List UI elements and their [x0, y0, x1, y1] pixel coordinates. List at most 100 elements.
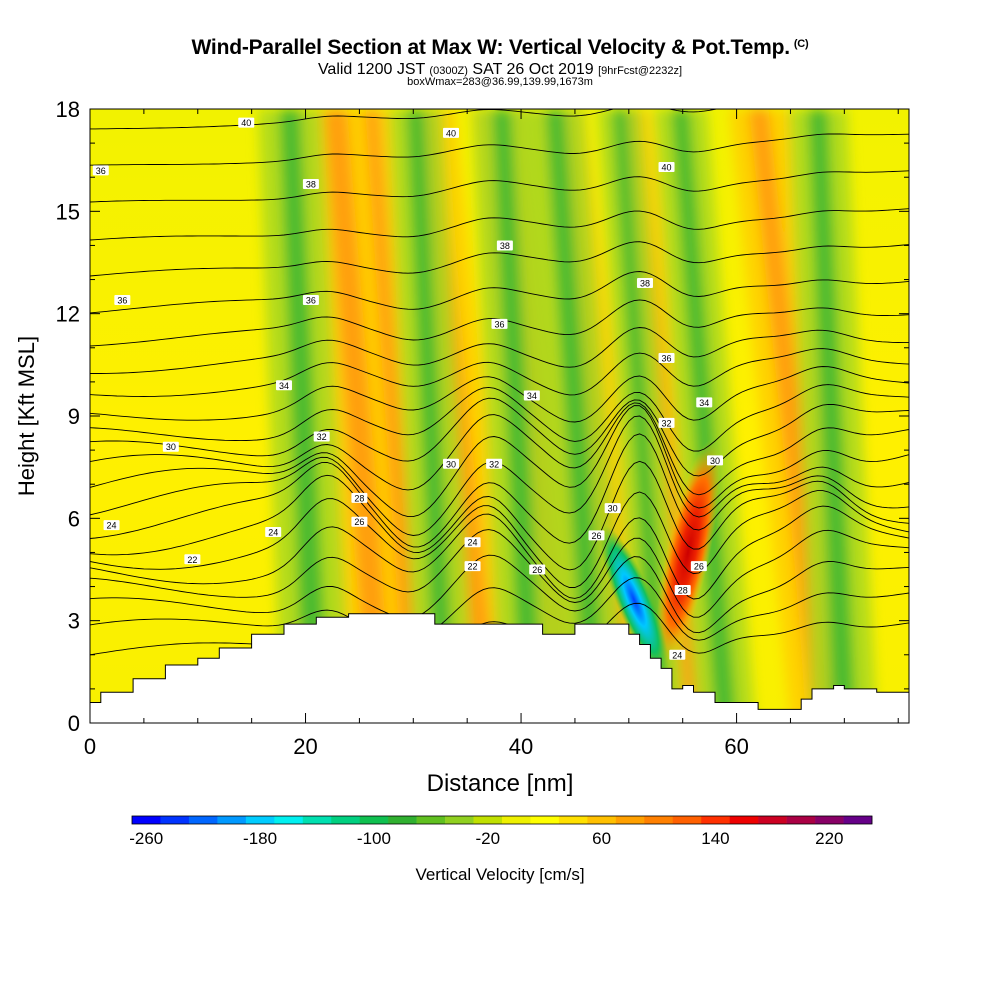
subtitle-forecast: [9hrFcst@2232z]	[598, 65, 683, 77]
contour-label-bg-4	[302, 179, 319, 190]
contour-label-bg-7	[114, 295, 131, 306]
colorbar-swatch	[644, 816, 674, 824]
updraft-band-1-core	[365, 109, 421, 723]
colorbar-swatch	[530, 816, 560, 824]
contour-label-bg-32	[669, 649, 686, 660]
x-axis-label: Distance [nm]	[427, 770, 574, 797]
contour-label-4: 38	[306, 180, 316, 190]
contour-label-15: 32	[662, 418, 672, 428]
contour-label-bg-21	[351, 492, 368, 503]
subtitle-valid: Valid 1200 JST	[317, 61, 425, 78]
colorbar-swatch	[160, 816, 190, 824]
colorbar-swatch	[473, 816, 503, 824]
colorbar-swatch	[615, 816, 645, 824]
colorbar-tick-label: -20	[475, 829, 500, 848]
x-tick-label: 60	[724, 734, 748, 759]
isentrope-7	[90, 433, 909, 548]
isentrope-9	[90, 405, 909, 518]
downdraft-band-3-core	[545, 109, 609, 723]
contour-label-bg-17	[162, 441, 179, 452]
y-tick-label: 9	[68, 404, 80, 429]
contour-label-bg-16	[486, 458, 503, 469]
contour-label-12: 34	[527, 391, 537, 401]
y-tick-label: 18	[56, 97, 80, 122]
contour-label-bg-2	[658, 161, 675, 172]
contour-label-bg-12	[523, 390, 540, 401]
contour-label-bg-11	[275, 380, 292, 391]
strong-downdraft-core	[599, 525, 669, 675]
contour-label-bg-24	[103, 520, 120, 531]
y-tick-label: 3	[68, 609, 80, 634]
colorbar-swatch	[786, 816, 816, 824]
colorbar-swatch	[416, 816, 446, 824]
contour-label-0: 40	[241, 118, 251, 128]
y-tick-label: 12	[56, 302, 80, 327]
colorbar-label: Vertical Velocity [cm/s]	[415, 865, 584, 884]
isentrope-15	[90, 327, 909, 374]
chart-title-mark: (C)	[793, 38, 809, 50]
contour-label-19: 30	[608, 504, 618, 514]
colorbar-tick-label: -260	[129, 829, 163, 848]
isentrope-14	[90, 348, 909, 397]
isentrope-19	[90, 208, 909, 241]
contour-label-18: 30	[446, 459, 456, 469]
contour-label-bg-20	[707, 455, 724, 466]
contour-label-bg-1	[443, 127, 460, 138]
contour-label-25: 24	[268, 527, 278, 537]
isentrope-6	[90, 460, 909, 571]
y-tick-label: 0	[68, 711, 80, 736]
contour-label-6: 38	[640, 278, 650, 288]
terrain	[90, 613, 909, 723]
contour-label-11: 34	[279, 381, 289, 391]
downdraft-band-1-core	[406, 109, 457, 723]
x-tick-label: 0	[84, 734, 96, 759]
colorbar-swatch	[217, 816, 247, 824]
x-tick-label: 20	[293, 734, 317, 759]
colorbar-swatch	[729, 816, 759, 824]
chart-title-text: Wind-Parallel Section at Max W: Vertical…	[191, 36, 791, 59]
contour-label-7: 36	[117, 296, 127, 306]
colorbar-swatch	[445, 816, 474, 824]
downdraft-band-5-core	[671, 109, 737, 723]
colorbar-swatch	[274, 816, 304, 824]
downdraft-band-6-core	[808, 109, 856, 723]
contour-label-bg-3	[92, 165, 109, 176]
isentrope-11	[90, 397, 909, 477]
subtitle-date: SAT 26 Oct 2019	[472, 61, 594, 78]
contour-label-bg-26	[464, 537, 481, 548]
contour-label-22: 26	[354, 517, 364, 527]
colorbar-tick-label: 140	[701, 829, 729, 848]
contour-label-bg-18	[443, 458, 460, 469]
contour-label-31: 26	[694, 562, 704, 572]
isentrope-12	[90, 384, 909, 452]
strong-updraft-core	[655, 439, 721, 666]
contour-label-20: 30	[710, 456, 720, 466]
contour-label-27: 22	[187, 555, 197, 565]
isentrope-18	[90, 241, 909, 277]
chart-subsubtitle: boxWmax=283@36.99,139.99,1673m	[407, 76, 593, 88]
isentrope-17	[90, 271, 909, 314]
chart-subtitle: Valid 1200 JST (0300Z) SAT 26 Oct 2019 […	[0, 61, 1000, 79]
subtitle-zulu: (0300Z)	[429, 65, 468, 77]
colorbar-swatch	[843, 816, 873, 824]
isentrope-2	[90, 554, 909, 634]
colorbar-tick-label: 220	[815, 829, 843, 848]
colorbar-swatch	[587, 816, 617, 824]
contour-label-bg-28	[464, 561, 481, 572]
colorbar-tick-label: 60	[592, 829, 611, 848]
contour-label-bg-8	[302, 295, 319, 306]
contour-label-8: 36	[306, 296, 316, 306]
colorbar-tick-label: -180	[243, 829, 277, 848]
contour-label-26: 24	[468, 538, 478, 548]
colorbar-swatch	[359, 816, 389, 824]
downdraft-band-4-core	[612, 109, 670, 723]
contour-label-bg-25	[265, 526, 282, 537]
contour-label-bg-13	[696, 397, 713, 408]
contour-label-bg-5	[496, 240, 513, 251]
colorbar-swatch	[701, 816, 730, 824]
contour-label-bg-23	[588, 530, 605, 541]
colorbar-frame	[131, 815, 873, 825]
isentrope-1	[90, 577, 909, 642]
contour-label-bg-9	[491, 318, 508, 329]
